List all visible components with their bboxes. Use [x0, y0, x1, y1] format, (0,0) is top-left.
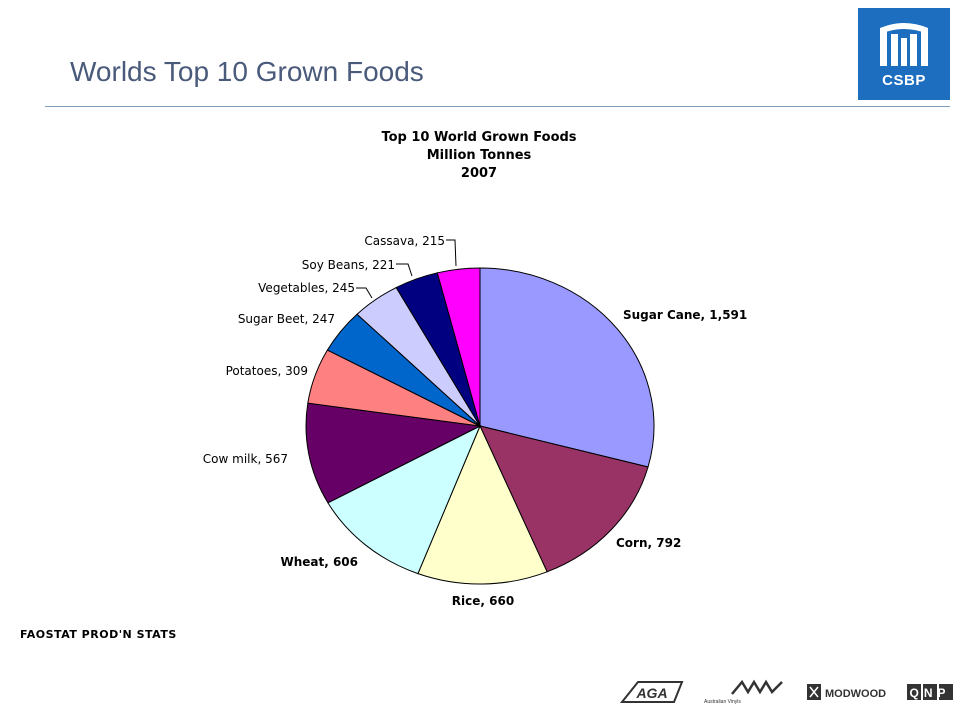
data-label-sugar-cane: Sugar Cane, 1,591 [623, 308, 747, 322]
csbp-logo: CSBP [858, 8, 950, 100]
pie-slice-cow-milk [305, 402, 482, 504]
data-label-vegetables: Vegetables, 245 [258, 281, 355, 295]
data-label-cow-milk: Cow milk, 567 [203, 452, 288, 466]
partner-logo-modwood: MODWOOD [807, 684, 886, 700]
data-label-cassava: Cassava, 215 [364, 234, 445, 248]
partner-label-qnp: QNP [909, 686, 950, 700]
chart-title-line-3: 2007 [461, 166, 497, 181]
csbp-logo-mark [880, 23, 928, 66]
data-labels: Sugar Cane, 1,591 Corn, 792 Rice, 660 Wheat… [203, 234, 747, 608]
partner-logo-qnp: QNP [907, 684, 953, 700]
partner-label-australian-vinyls: Australian Vinyls [704, 699, 741, 705]
leader-line-vegetables [356, 287, 373, 299]
slide-title: Worlds Top 10 Grown Foods [70, 56, 424, 87]
leader-lines [356, 239, 457, 299]
pie-slice-sugar-cane [479, 267, 655, 468]
csbp-logo-text: CSBP [882, 72, 926, 89]
leader-line-cassava [446, 239, 457, 267]
leader-line-soy-beans [396, 263, 413, 277]
data-label-wheat: Wheat, 606 [280, 555, 358, 569]
pie-chart: Top 10 World Grown Foods Million Tonnes … [203, 130, 747, 608]
partner-logo-australian-vinyls: Australian Vinyls [704, 679, 783, 705]
partner-label-modwood: MODWOOD [825, 688, 886, 700]
partner-logo-aga: AGA [619, 681, 684, 703]
chart-title-line-1: Top 10 World Grown Foods [381, 130, 576, 145]
pie-slice-rice [417, 424, 548, 585]
pie-slice-corn [479, 425, 649, 573]
pie-slices [305, 267, 655, 585]
data-label-rice: Rice, 660 [452, 594, 514, 608]
data-label-soy-beans: Soy Beans, 221 [302, 258, 395, 272]
source-note: FAOSTAT PROD'N STATS [20, 628, 177, 641]
data-label-sugar-beet: Sugar Beet, 247 [238, 312, 335, 326]
partner-label-aga: AGA [635, 685, 667, 701]
data-label-corn: Corn, 792 [616, 536, 681, 550]
chart-title-line-2: Million Tonnes [427, 148, 532, 163]
title-divider [45, 106, 950, 107]
pie-slice-cassava [436, 267, 481, 427]
pie-slice-wheat [327, 424, 481, 575]
data-label-potatoes: Potatoes, 309 [226, 364, 308, 378]
